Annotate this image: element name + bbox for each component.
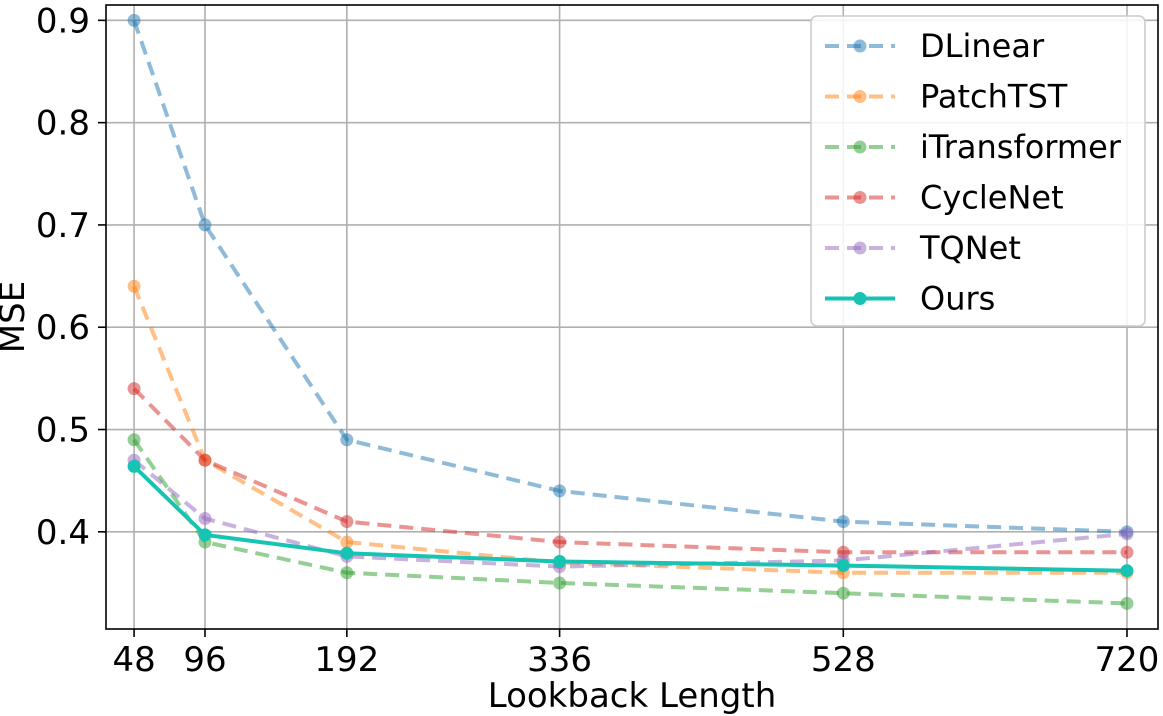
legend-marker [853, 90, 867, 103]
legend-marker [853, 140, 867, 154]
series-tqnet [127, 453, 1134, 574]
data-point [340, 566, 354, 580]
x-tick-label: 96 [183, 640, 226, 680]
x-tick-label: 720 [1095, 640, 1160, 680]
data-point [553, 576, 567, 590]
legend-label: TQNet [919, 229, 1021, 267]
data-point [553, 484, 567, 498]
legend-label: CycleNet [920, 179, 1064, 217]
x-tick-label: 528 [811, 640, 876, 680]
plot-frame [105, 4, 1159, 630]
x-tick-label: 336 [527, 640, 592, 680]
series-line [132, 387, 1127, 555]
data-point [340, 535, 354, 549]
legend-item: TQNet [825, 229, 1021, 267]
legend-marker [853, 241, 867, 255]
data-point [127, 459, 141, 473]
series-line [132, 19, 1128, 534]
x-tick-label: 48 [112, 640, 155, 680]
data-point [1120, 545, 1134, 559]
data-point [198, 453, 212, 467]
data-point [1120, 564, 1134, 578]
legend-label: DLinear [920, 27, 1045, 65]
y-tick-label: 0.6 [36, 308, 90, 348]
legend-marker [853, 191, 867, 204]
series-lines [127, 13, 1134, 610]
data-point [1120, 596, 1134, 610]
data-point [836, 559, 850, 573]
data-point [836, 586, 850, 600]
x-tick-label: 192 [314, 640, 379, 680]
legend-marker [853, 39, 867, 53]
series-line [132, 438, 1128, 606]
legend-item: Ours [825, 280, 995, 318]
data-point [198, 512, 212, 526]
axis-ticks: 48 96 192 336 528 720 0.4 0.5 0.6 0.7 0.8 0.9 [36, 1, 1160, 680]
y-tick-label: 0.7 [36, 206, 90, 246]
y-tick-label: 0.5 [36, 411, 90, 451]
data-point [198, 528, 212, 542]
legend: DLinear PatchTST iTransformer CycleNet TQNet… [810, 15, 1146, 327]
x-axis-title: Lookback Length [488, 676, 777, 716]
legend-item: PatchTST [825, 78, 1068, 116]
legend-item: CycleNet [825, 179, 1064, 217]
legend-item: iTransformer [825, 128, 1122, 166]
series-line [132, 285, 1127, 575]
data-point [198, 218, 212, 232]
series-itransformer [127, 433, 1134, 610]
legend-marker [853, 292, 867, 305]
y-tick-label: 0.9 [36, 1, 90, 41]
data-point [127, 13, 141, 27]
y-tick-label: 0.8 [36, 104, 90, 144]
data-point [127, 279, 141, 293]
series-line [132, 464, 1128, 573]
legend-item: DLinear [825, 27, 1045, 65]
y-tick-label: 0.4 [36, 513, 90, 553]
data-point [553, 535, 567, 549]
legend-label: iTransformer [920, 128, 1122, 166]
y-axis-title: MSE [0, 281, 33, 353]
series-ours [127, 459, 1134, 578]
data-point [1120, 527, 1134, 541]
data-point [553, 554, 567, 568]
legend-label: Ours [920, 280, 995, 318]
data-point [340, 546, 354, 560]
data-point [127, 382, 141, 396]
data-point [340, 433, 354, 447]
data-point [127, 433, 141, 447]
legend-label: PatchTST [920, 78, 1068, 116]
series-line [132, 458, 1128, 569]
data-point [340, 515, 354, 529]
data-point [836, 515, 850, 529]
